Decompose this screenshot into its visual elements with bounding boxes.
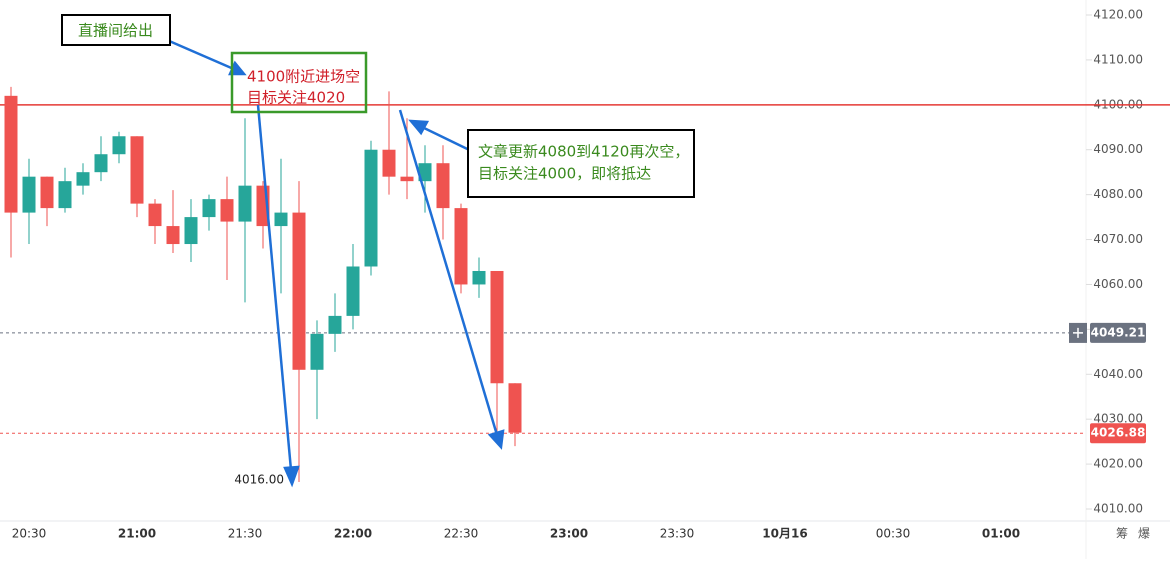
candle-body: [346, 266, 360, 316]
y-tick-label: 4120.00: [1093, 8, 1143, 22]
candle-body: [22, 176, 36, 213]
candle-body: [382, 149, 396, 177]
price-badge: [1090, 423, 1146, 444]
plus-icon: [1073, 327, 1083, 338]
y-tick-label: 4010.00: [1093, 502, 1143, 516]
x-tick-label: 21:00: [118, 527, 156, 541]
candle-body: [292, 212, 306, 370]
x-tick-label: 23:00: [550, 527, 588, 541]
low-marker-label: 4016.00: [234, 473, 284, 487]
candle-body: [202, 199, 216, 218]
x-tick-label: 21:30: [228, 527, 263, 541]
candle-body: [418, 163, 432, 182]
candle-body: [40, 176, 54, 209]
y-tick-label: 4080.00: [1093, 187, 1143, 201]
x-tick-label: 22:30: [444, 527, 479, 541]
candle-body: [508, 383, 522, 433]
candle-body: [274, 212, 288, 227]
candle-body: [472, 270, 486, 285]
candle-body: [94, 154, 108, 173]
candle-body: [364, 149, 378, 267]
price-label: 4026.88: [1091, 426, 1146, 440]
candle-body: [58, 181, 72, 209]
y-tick-label: 4070.00: [1093, 232, 1143, 246]
candle-body: [184, 217, 198, 245]
candle-body: [166, 226, 180, 245]
candle-body: [148, 203, 162, 227]
x-tick-label: 23:30: [660, 527, 695, 541]
candle-body: [4, 95, 18, 213]
note: 4100附近进场空: [247, 68, 360, 86]
candle-body: [130, 136, 144, 204]
candle-body: [310, 333, 324, 370]
candle-body: [454, 208, 468, 285]
candle-body: [400, 176, 414, 182]
note: 文章更新4080到4120再次空，: [478, 143, 689, 161]
candle-body: [238, 185, 252, 222]
candle-body: [220, 199, 234, 222]
candle-body: [490, 270, 504, 384]
corner-label: 筹: [1116, 527, 1128, 541]
note-box: [61, 14, 171, 46]
candle-body: [76, 172, 90, 186]
note-box: [230, 51, 368, 114]
y-tick-label: 4020.00: [1093, 457, 1143, 471]
note: 目标关注4000，即将抵达: [478, 165, 651, 183]
x-tick-label: 01:00: [982, 527, 1020, 541]
y-tick-label: 4030.00: [1093, 412, 1143, 426]
y-tick-label: 4040.00: [1093, 367, 1143, 381]
note: 目标关注4020: [247, 89, 345, 107]
x-tick-label: 00:30: [876, 527, 911, 541]
y-tick-label: 4110.00: [1093, 52, 1143, 66]
x-tick-label: 22:00: [334, 527, 372, 541]
price-badge: [1090, 322, 1146, 343]
y-tick-label: 4090.00: [1093, 142, 1143, 156]
x-tick-label: 20:30: [12, 527, 47, 541]
note-box: [467, 129, 695, 198]
candle-body: [328, 315, 342, 334]
note: 直播间给出: [78, 22, 153, 40]
candle-body: [436, 163, 450, 209]
y-tick-label: 4060.00: [1093, 277, 1143, 291]
corner-label: 爆: [1138, 527, 1150, 541]
price-label: 4049.21: [1091, 325, 1146, 339]
x-tick-label: 10月16: [762, 527, 807, 541]
candle-body: [112, 136, 126, 155]
